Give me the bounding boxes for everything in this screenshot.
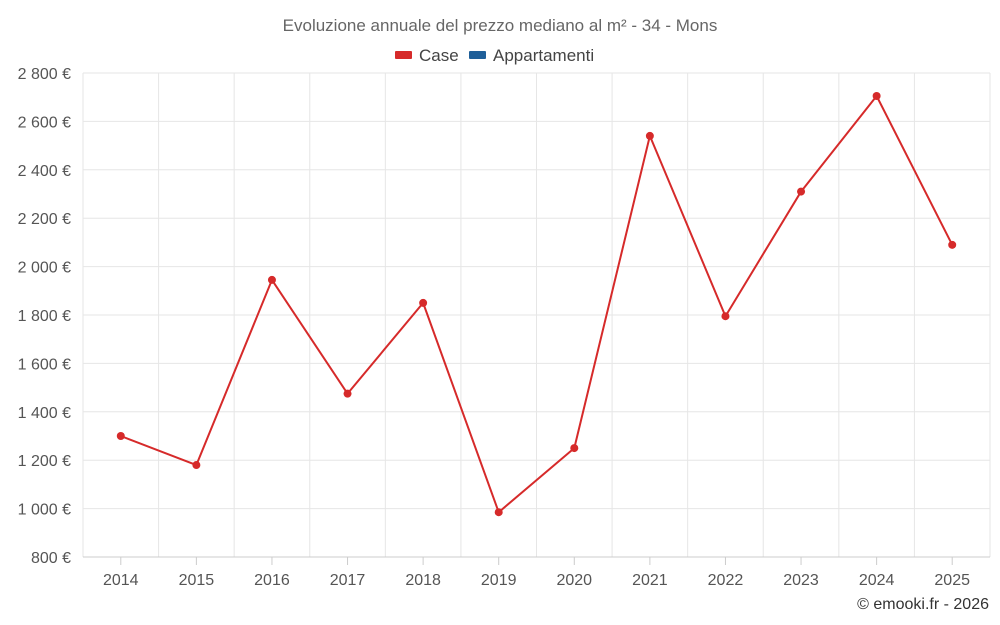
grid [82, 72, 991, 557]
data-point[interactable] [267, 275, 276, 284]
y-tick-label: 2 800 € [18, 66, 71, 83]
data-point[interactable] [494, 508, 503, 517]
series [116, 91, 957, 517]
data-point[interactable] [721, 312, 730, 321]
y-tick-label: 1 600 € [18, 356, 71, 373]
series-line [120, 94, 954, 514]
legend-swatch-case [395, 51, 412, 59]
legend-swatch-appartamenti [469, 51, 486, 59]
credit: © emooki.fr - 2026 [857, 596, 989, 613]
x-tick-label: 2019 [481, 572, 517, 589]
axes: 800 € 1 000 € 1 200 € 1 400 € 1 600 € 1 800 €… [18, 66, 990, 589]
legend-label-appartamenti: Appartamenti [493, 46, 594, 65]
x-tick-label: 2017 [330, 572, 366, 589]
legend-label-case: Case [419, 46, 459, 65]
y-tick-label: 1 400 € [18, 405, 71, 422]
chart-title: Evoluzione annuale del prezzo mediano al… [283, 16, 718, 35]
data-point[interactable] [797, 187, 806, 196]
y-tick-label: 1 000 € [18, 502, 71, 519]
y-tick-label: 2 200 € [18, 211, 71, 228]
data-point[interactable] [343, 389, 352, 398]
x-tick-label: 2023 [783, 572, 819, 589]
x-tick-label: 2024 [859, 572, 895, 589]
x-tick-label: 2025 [934, 572, 970, 589]
legend-item-case[interactable]: Case [395, 46, 459, 65]
x-tick-label: 2014 [103, 572, 139, 589]
y-tick-label: 2 600 € [18, 114, 71, 131]
data-point[interactable] [570, 444, 579, 453]
legend: Case Appartamenti [395, 46, 594, 65]
y-tick-label: 1 800 € [18, 308, 71, 325]
y-tick-label: 2 000 € [18, 260, 71, 277]
x-tick-label: 2016 [254, 572, 290, 589]
data-point[interactable] [948, 240, 957, 249]
data-point[interactable] [116, 432, 125, 440]
x-tick-label: 2022 [708, 572, 744, 589]
legend-item-appartamenti[interactable]: Appartamenti [469, 46, 594, 65]
x-tick-label: 2020 [556, 572, 592, 589]
x-tick-label: 2018 [405, 572, 441, 589]
y-tick-label: 800 € [31, 550, 71, 567]
data-point[interactable] [872, 91, 881, 100]
data-point[interactable] [645, 131, 654, 140]
y-tick-label: 2 400 € [18, 163, 71, 180]
y-tick-label: 1 200 € [18, 453, 71, 470]
x-tick-label: 2021 [632, 572, 668, 589]
data-point[interactable] [419, 298, 428, 307]
data-point[interactable] [192, 461, 201, 470]
x-tick-label: 2015 [179, 572, 215, 589]
